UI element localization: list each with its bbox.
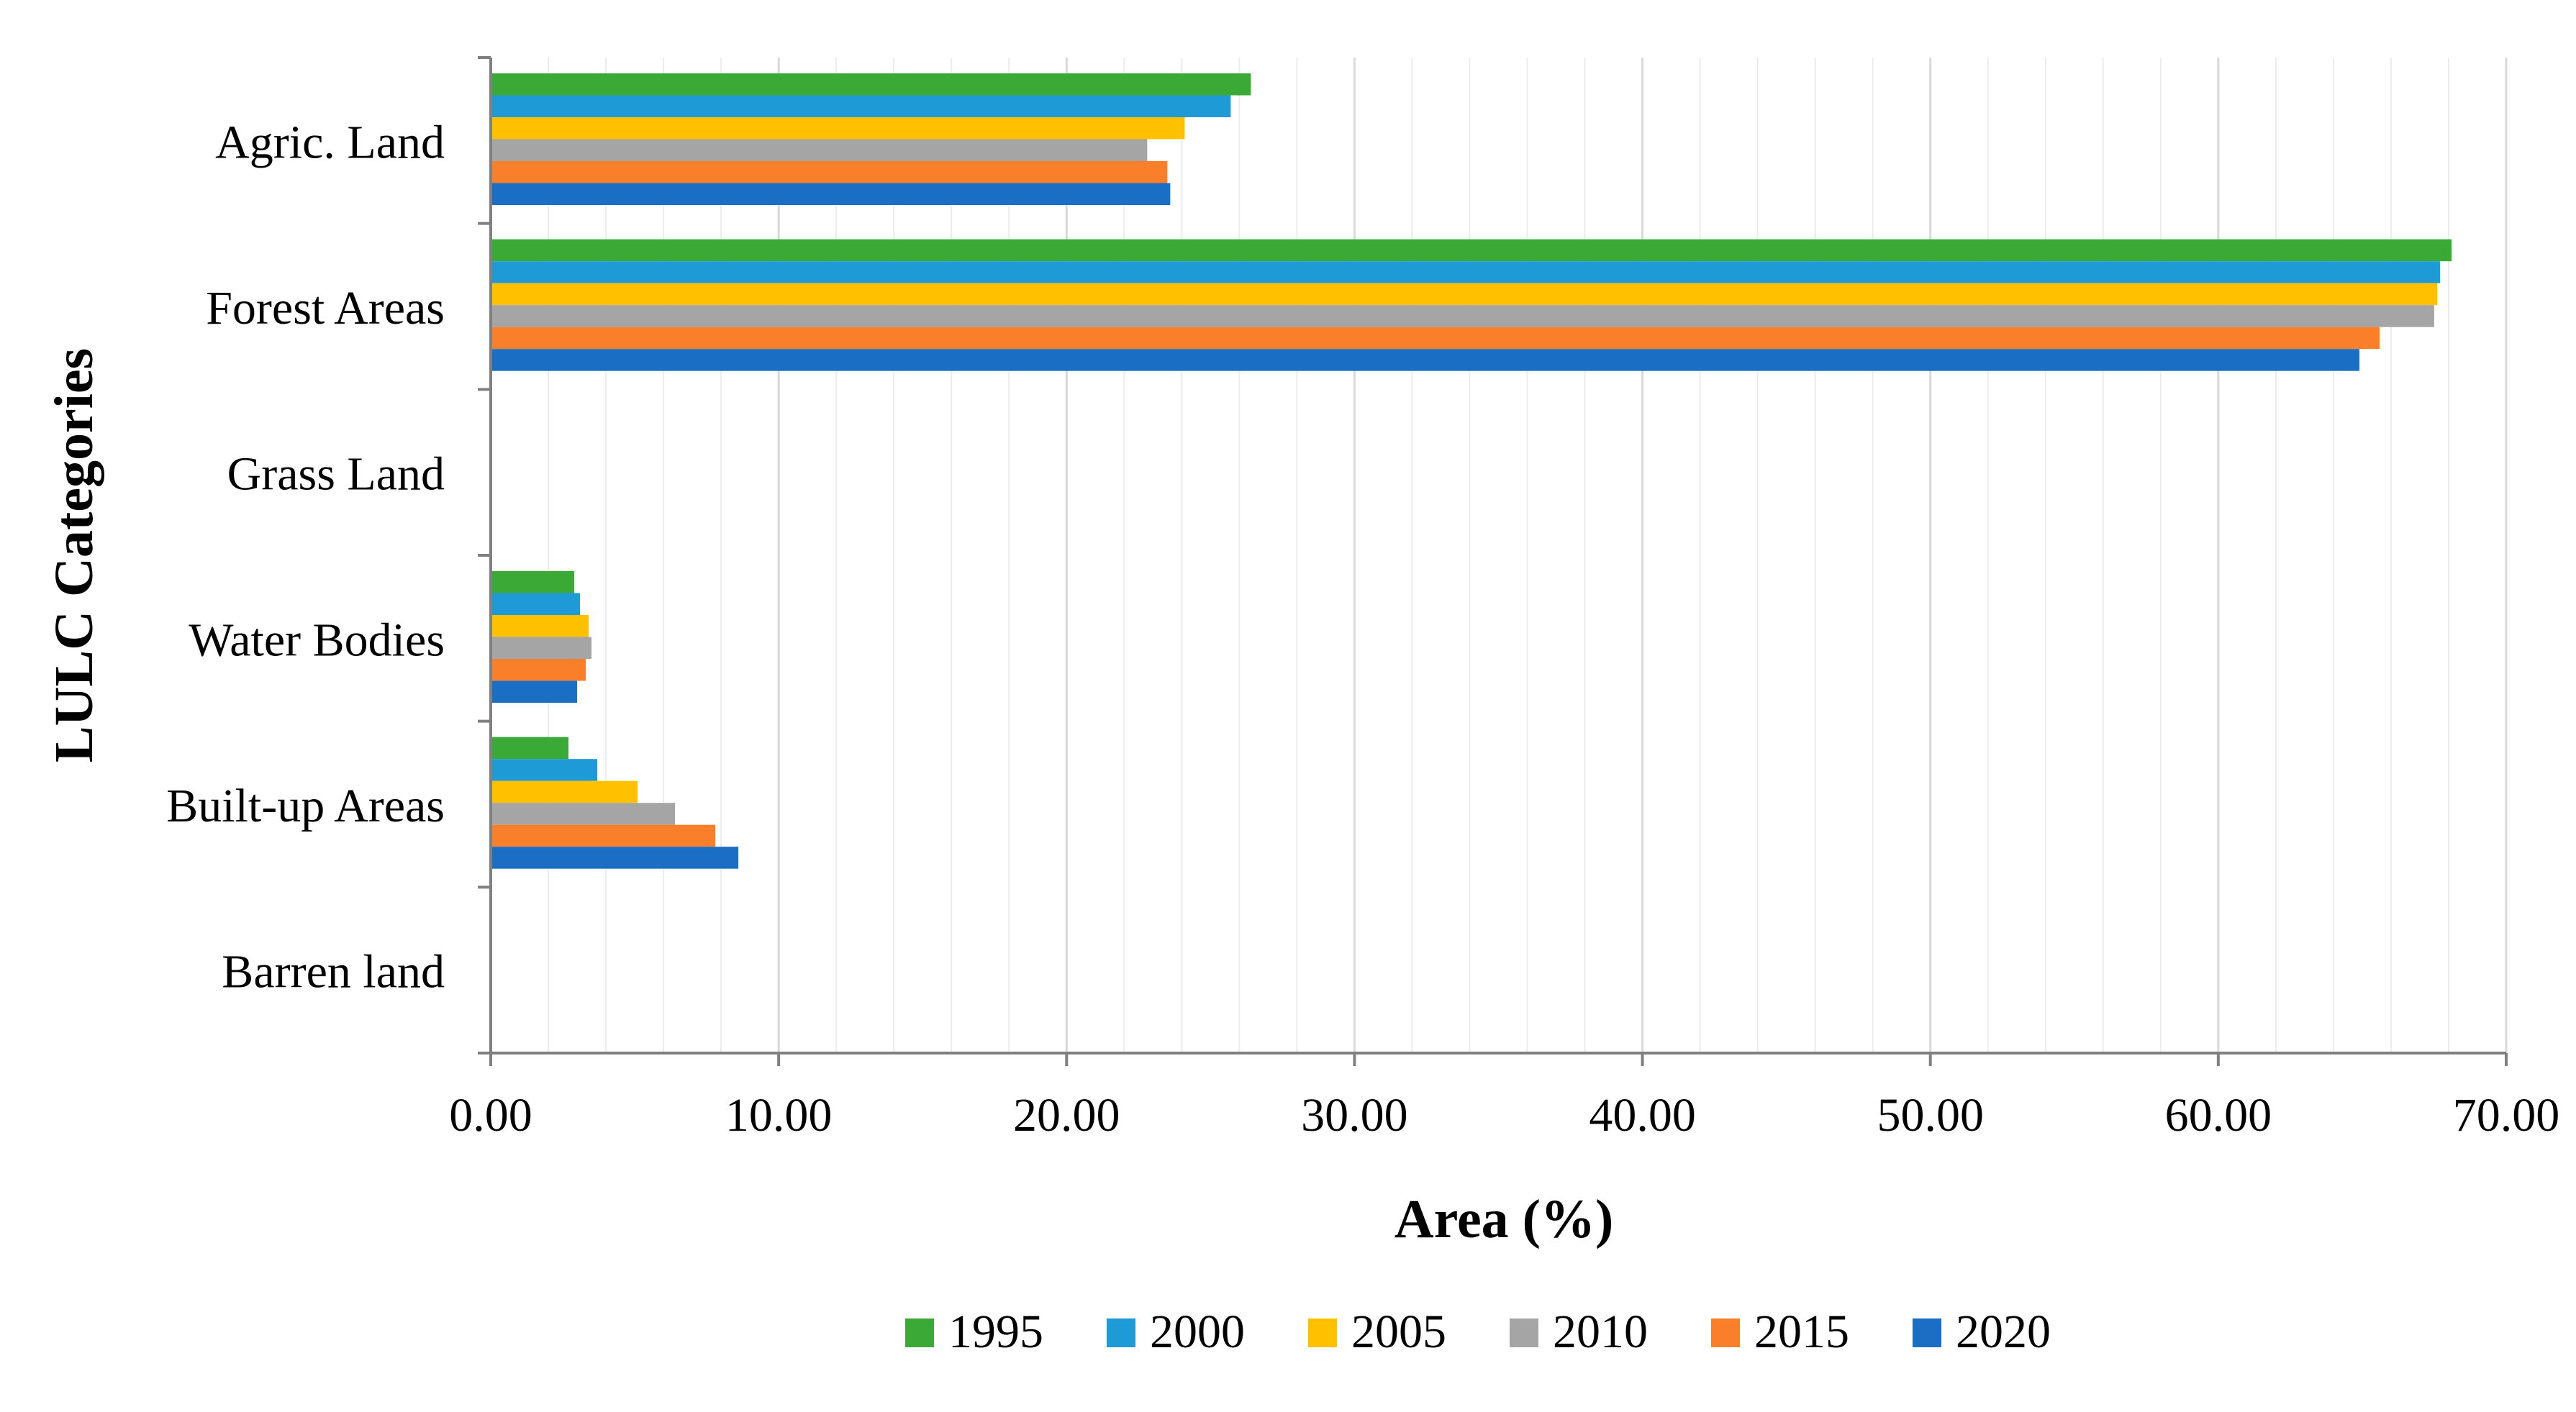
legend-label-2005: 2005 [1351, 1306, 1446, 1358]
bar-2015-forest-areas [491, 327, 2380, 350]
category-label: Grass Land [227, 448, 445, 501]
x-tick-label: 30.00 [1301, 1089, 1408, 1142]
bar-2020-forest-areas [491, 349, 2359, 371]
legend-label-1995: 1995 [948, 1306, 1043, 1358]
bar-2010-built-up-areas [491, 803, 676, 825]
category-label: Forest Areas [206, 282, 445, 334]
category-label: Built-up Areas [166, 780, 445, 832]
bar-1995-water-bodies [491, 571, 575, 593]
legend-swatch-2020 [1913, 1318, 1941, 1347]
bar-2005-agric-land [491, 117, 1185, 140]
bar-2005-built-up-areas [491, 780, 638, 803]
bar-2000-water-bodies [491, 593, 581, 615]
grid-lines [548, 58, 2508, 1053]
x-tick-label: 0.00 [449, 1089, 532, 1142]
x-tick-label: 70.00 [2453, 1089, 2560, 1142]
legend-swatch-2010 [1510, 1318, 1538, 1347]
legend-swatch-2005 [1308, 1318, 1337, 1347]
bar-2000-built-up-areas [491, 759, 598, 781]
axes [478, 56, 2508, 1066]
legend-swatch-2000 [1107, 1318, 1135, 1347]
bar-2000-forest-areas [491, 261, 2440, 283]
bar-2005-forest-areas [491, 283, 2437, 306]
x-axis-title: Area (%) [1394, 1189, 1614, 1249]
legend-label-2020: 2020 [1956, 1306, 2051, 1358]
category-label: Water Bodies [189, 614, 445, 666]
category-label: Agric. Land [215, 116, 445, 168]
legend: 1995 2000 2005 2010 2015 2020 [905, 1306, 2051, 1358]
category-label: Barren land [222, 946, 445, 998]
x-tick-label: 40.00 [1589, 1089, 1696, 1142]
bars [491, 73, 2452, 869]
bar-2020-agric-land [491, 183, 1171, 205]
bar-2020-water-bodies [491, 680, 578, 703]
labels: Agric. Land Forest Areas Grass Land Water B… [166, 116, 2559, 1142]
x-tick-label: 20.00 [1013, 1089, 1120, 1142]
bar-1995-agric-land [491, 73, 1251, 96]
bar-2010-water-bodies [491, 637, 592, 659]
bar-1995-forest-areas [491, 239, 2452, 262]
y-axis-title: LULC Categories [44, 348, 104, 762]
x-tick-label: 10.00 [725, 1089, 833, 1142]
bar-2015-water-bodies [491, 659, 586, 681]
bar-2015-agric-land [491, 161, 1168, 183]
legend-label-2010: 2010 [1553, 1306, 1648, 1358]
bar-1995-built-up-areas [491, 737, 569, 760]
legend-swatch-1995 [905, 1318, 934, 1347]
x-tick-label: 60.00 [2165, 1089, 2272, 1142]
bar-2010-agric-land [491, 139, 1148, 161]
bar-2020-built-up-areas [491, 847, 739, 869]
legend-label-2015: 2015 [1754, 1306, 1849, 1358]
bar-2010-forest-areas [491, 305, 2434, 327]
legend-label-2000: 2000 [1150, 1306, 1245, 1358]
bar-2005-water-bodies [491, 615, 589, 637]
x-tick-label: 50.00 [1877, 1089, 1984, 1142]
legend-swatch-2015 [1711, 1318, 1740, 1347]
bar-2015-built-up-areas [491, 824, 716, 847]
bar-2000-agric-land [491, 95, 1231, 117]
